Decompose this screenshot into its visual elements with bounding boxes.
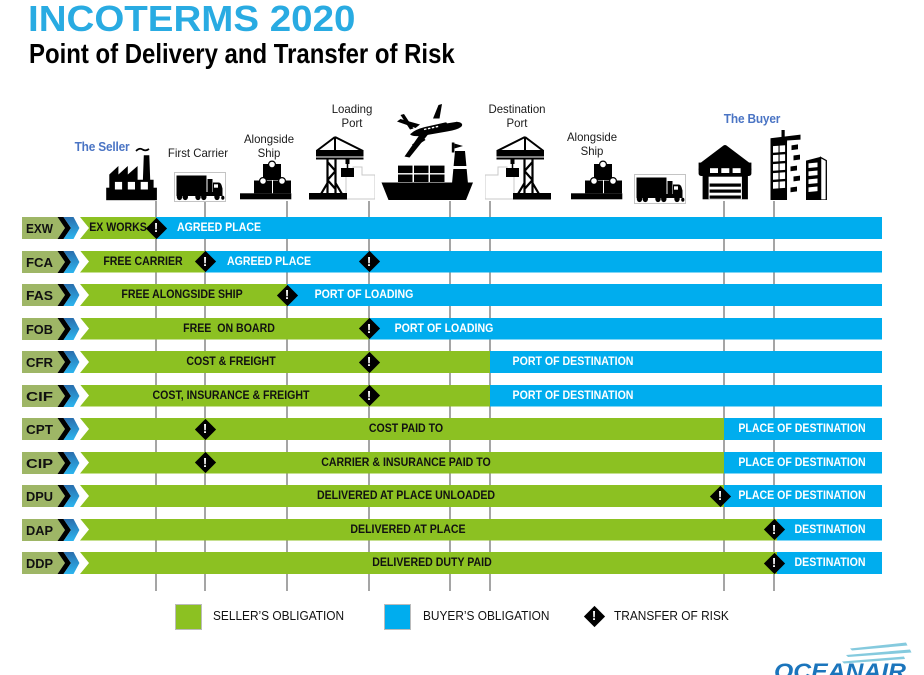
svg-text:CFR: CFR [26,355,54,370]
svg-text:CPT: CPT [26,422,53,437]
svg-text:DAP: DAP [26,522,53,537]
svg-text:OCEANAIR: OCEANAIR [774,659,907,675]
svg-text:FCA: FCA [26,254,54,269]
svg-text:FOB: FOB [26,321,53,336]
svg-text:FAS: FAS [26,288,53,303]
svg-text:CIP: CIP [26,455,53,470]
svg-text:CIF: CIF [26,388,53,403]
svg-text:DPU: DPU [26,489,53,504]
svg-text:DDP: DDP [26,556,53,571]
svg-text:EXW: EXW [26,221,54,236]
